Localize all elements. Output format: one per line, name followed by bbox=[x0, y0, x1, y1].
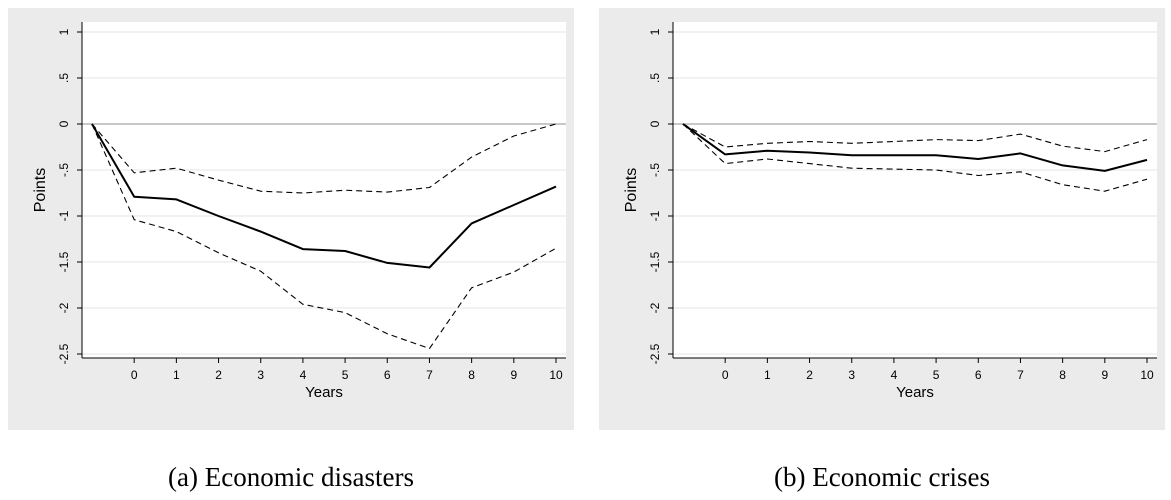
x-tick-label: 6 bbox=[384, 368, 391, 382]
y-tick-label: .5 bbox=[57, 73, 71, 83]
x-tick-label: 3 bbox=[848, 368, 855, 382]
x-tick-label: 7 bbox=[1017, 368, 1024, 382]
y-tick-label: 1 bbox=[648, 28, 662, 35]
y-tick-label: -2 bbox=[57, 302, 71, 313]
y-tick-label: 0 bbox=[648, 120, 662, 127]
y-tick-label: -1.5 bbox=[648, 251, 662, 272]
x-tick-label: 5 bbox=[342, 368, 349, 382]
series-estimate-line bbox=[91, 123, 557, 269]
x-tick-label: 9 bbox=[510, 368, 517, 382]
y-axis-title: Points bbox=[623, 168, 640, 212]
series-lower-line bbox=[682, 123, 1148, 192]
series-estimate-line bbox=[682, 123, 1148, 172]
y-tick-label: -.5 bbox=[648, 163, 662, 177]
series-upper-line bbox=[91, 123, 557, 194]
y-tick-label: 0 bbox=[57, 120, 71, 127]
y-tick-label: -1.5 bbox=[57, 251, 71, 272]
y-tick-label: -2.5 bbox=[648, 343, 662, 364]
x-tick-label: 5 bbox=[933, 368, 940, 382]
chart-panel-b: 1 .5 0 -.5 -1 -1.5 -2 -2.5 0 1 2 3 4 5 6 7 8 9 10 Years Poin… bbox=[599, 8, 1165, 430]
x-tick-label: 3 bbox=[257, 368, 264, 382]
x-tick-label: 8 bbox=[1059, 368, 1066, 382]
x-tick-label: 10 bbox=[1140, 368, 1154, 382]
caption-a: (a) Economic disasters bbox=[168, 462, 414, 492]
caption-b: (b) Economic crises bbox=[774, 462, 990, 492]
series-lower-line bbox=[91, 123, 557, 350]
y-tick-label: -1 bbox=[57, 210, 71, 221]
x-tick-label: 0 bbox=[131, 368, 138, 382]
series-upper-line bbox=[682, 123, 1148, 153]
y-tick-label: 1 bbox=[57, 28, 71, 35]
x-tick-label: 6 bbox=[975, 368, 982, 382]
y-tick-label: -.5 bbox=[57, 163, 71, 177]
x-tick-label: 2 bbox=[215, 368, 222, 382]
x-tick-label: 9 bbox=[1101, 368, 1108, 382]
chart-a-svg: 1 .5 0 -.5 -1 -1.5 -2 -2.5 0 1 2 3 4 5 6 7 8 9 10 Years Poin… bbox=[32, 22, 566, 401]
chart-panel-a: 1 .5 0 -.5 -1 -1.5 -2 -2.5 0 1 2 3 4 5 6 7 8 9 10 Years Poin… bbox=[8, 8, 574, 430]
chart-b-svg: 1 .5 0 -.5 -1 -1.5 -2 -2.5 0 1 2 3 4 5 6 7 8 9 10 Years Poin… bbox=[623, 22, 1157, 401]
x-tick-label: 7 bbox=[426, 368, 433, 382]
y-tick-label: .5 bbox=[648, 73, 662, 83]
x-tick-label: 8 bbox=[468, 368, 475, 382]
x-tick-label: 4 bbox=[891, 368, 898, 382]
x-tick-label: 1 bbox=[764, 368, 771, 382]
x-axis-title: Years bbox=[896, 384, 934, 401]
x-tick-label: 10 bbox=[549, 368, 563, 382]
y-axis-title: Points bbox=[32, 168, 49, 212]
y-tick-label: -2.5 bbox=[57, 343, 71, 364]
x-tick-label: 4 bbox=[300, 368, 307, 382]
x-tick-label: 2 bbox=[806, 368, 813, 382]
x-axis-title: Years bbox=[305, 384, 343, 401]
x-tick-label: 0 bbox=[722, 368, 729, 382]
y-tick-label: -2 bbox=[648, 302, 662, 313]
x-tick-label: 1 bbox=[173, 368, 180, 382]
y-tick-label: -1 bbox=[648, 210, 662, 221]
